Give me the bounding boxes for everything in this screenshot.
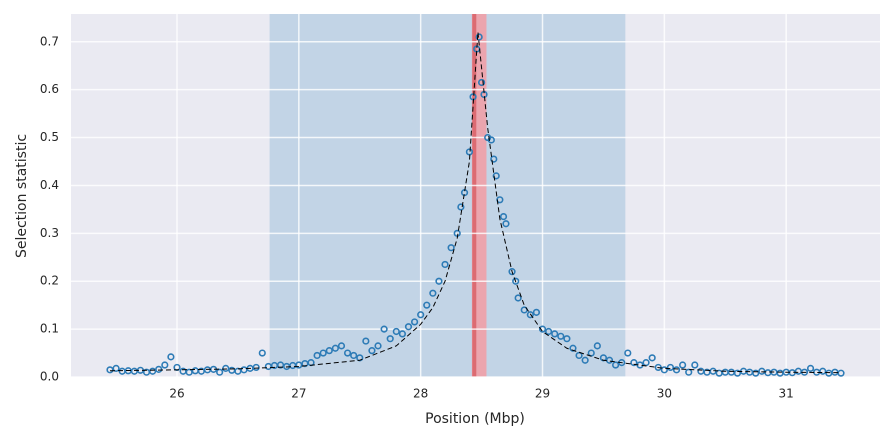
data-point xyxy=(331,344,339,352)
data-point xyxy=(386,335,394,343)
data-point xyxy=(691,361,699,369)
x-tick-label: 27 xyxy=(291,387,306,401)
data-point xyxy=(398,330,406,338)
data-point xyxy=(666,363,675,372)
x-tick-label: 31 xyxy=(779,387,794,401)
data-point xyxy=(313,351,321,360)
data-point xyxy=(490,155,498,163)
data-point xyxy=(679,361,687,369)
data-point xyxy=(660,366,668,374)
data-point xyxy=(380,325,388,333)
data-point xyxy=(222,364,230,372)
data-point xyxy=(630,359,638,367)
data-point xyxy=(350,351,358,360)
data-point xyxy=(374,342,382,350)
data-point xyxy=(155,365,163,373)
data-point xyxy=(569,344,577,352)
data-point xyxy=(563,335,571,343)
data-point xyxy=(685,368,693,376)
x-tick-label: 30 xyxy=(657,387,672,401)
data-point xyxy=(672,366,681,374)
y-tick-label: 0.1 xyxy=(40,322,59,336)
data-point xyxy=(532,308,541,316)
data-point xyxy=(806,364,815,372)
data-point xyxy=(429,289,437,297)
data-point xyxy=(477,78,486,87)
data-point xyxy=(343,349,352,357)
data-point xyxy=(752,369,760,377)
y-tick-label: 0.6 xyxy=(40,82,59,96)
data-point xyxy=(167,353,175,361)
x-tick-label: 29 xyxy=(535,387,550,401)
y-tick-label: 0.3 xyxy=(40,226,59,240)
data-point xyxy=(417,311,425,319)
data-point xyxy=(337,342,346,350)
shaded-span xyxy=(269,14,626,377)
data-point xyxy=(593,342,601,350)
data-point xyxy=(837,369,845,377)
data-point xyxy=(161,361,169,369)
data-point xyxy=(404,323,413,331)
data-point xyxy=(492,172,500,180)
x-axis-label: Position (Mbp) xyxy=(425,411,525,427)
data-point xyxy=(325,347,333,355)
data-point xyxy=(545,327,553,336)
data-point xyxy=(475,33,483,41)
data-point xyxy=(624,349,632,357)
data-point xyxy=(487,136,495,144)
data-point xyxy=(526,311,534,319)
data-point xyxy=(612,361,620,369)
data-point xyxy=(502,220,510,228)
y-axis-label: Selection statistic xyxy=(14,134,30,258)
data-point xyxy=(258,349,266,357)
data-point xyxy=(435,277,443,285)
data-point xyxy=(508,268,516,276)
data-point xyxy=(149,367,157,375)
data-point xyxy=(499,212,508,221)
data-point xyxy=(654,363,662,372)
y-tick-label: 0.7 xyxy=(40,34,59,48)
data-point xyxy=(733,369,742,377)
data-point xyxy=(514,294,522,302)
data-point xyxy=(441,260,449,269)
data-point xyxy=(368,347,376,355)
data-point xyxy=(216,368,224,376)
data-point xyxy=(319,349,327,357)
x-tick-label: 26 xyxy=(169,387,184,401)
data-point xyxy=(252,363,260,372)
y-tick-label: 0.2 xyxy=(40,274,59,288)
data-point xyxy=(457,203,465,211)
data-point xyxy=(819,367,827,375)
data-point xyxy=(447,244,455,252)
x-tick-label: 28 xyxy=(413,387,428,401)
y-tick-label: 0.5 xyxy=(40,130,59,144)
data-point xyxy=(392,327,400,336)
data-point xyxy=(648,354,656,362)
y-tick-label: 0.4 xyxy=(40,178,59,192)
data-point xyxy=(362,337,370,345)
data-point xyxy=(557,332,565,340)
y-tick-label: 0.0 xyxy=(40,370,59,384)
data-point xyxy=(581,356,589,364)
data-point xyxy=(538,325,547,333)
data-point xyxy=(423,301,431,309)
data-point xyxy=(512,277,520,285)
data-point xyxy=(112,364,120,372)
data-point xyxy=(551,330,559,338)
data-point xyxy=(410,318,419,326)
